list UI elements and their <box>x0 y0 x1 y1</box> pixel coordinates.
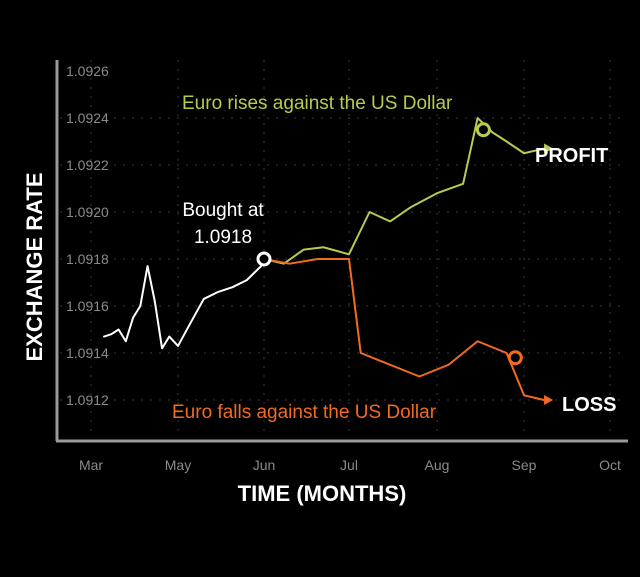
y-tick-label: 1.0926 <box>66 63 109 79</box>
annotation-bought-line1: Bought at <box>182 200 264 221</box>
x-tick-label: Mar <box>79 457 103 473</box>
annotation-bought-line2: 1.0918 <box>194 227 252 248</box>
x-tick-labels: Mar May Jun Jul Aug Sep Oct <box>79 457 621 473</box>
y-tick-label: 1.0924 <box>66 110 109 126</box>
buy-point-marker <box>256 251 272 267</box>
fall-point-marker <box>507 350 523 366</box>
y-axis-title: EXCHANGE RATE <box>22 172 47 361</box>
series-layer <box>103 117 554 405</box>
x-tick-label: May <box>165 457 191 473</box>
y-tick-label: 1.0912 <box>66 392 109 408</box>
x-tick-label: Jun <box>253 457 276 473</box>
rise-point-marker <box>475 122 491 138</box>
x-tick-label: Sep <box>512 457 537 473</box>
x-axis-title: TIME (MONTHS) <box>238 481 407 506</box>
profit-label: PROFIT <box>535 145 608 167</box>
fall-arrow-marker <box>544 395 554 405</box>
grid <box>60 60 625 438</box>
y-tick-label: 1.0914 <box>66 345 109 361</box>
y-tick-label: 1.0918 <box>66 251 109 267</box>
x-tick-label: Jul <box>340 457 358 473</box>
x-tick-label: Oct <box>599 457 621 473</box>
annotation-fall: Euro falls against the US Dollar <box>172 402 437 423</box>
series-line-fall <box>263 258 546 401</box>
y-tick-label: 1.0916 <box>66 298 109 314</box>
y-tick-label: 1.0920 <box>66 204 109 220</box>
series-line-history <box>103 258 265 350</box>
y-tick-labels: 1.0926 1.0924 1.0922 1.0920 1.0918 1.0916 1.09… <box>66 63 109 408</box>
y-tick-label: 1.0922 <box>66 157 109 173</box>
annotation-rise: Euro rises against the US Dollar <box>182 93 453 114</box>
series-line-rise <box>263 117 546 265</box>
rise-arrow-marker <box>544 143 554 154</box>
x-tick-label: Aug <box>425 457 450 473</box>
loss-label: LOSS <box>562 394 616 416</box>
